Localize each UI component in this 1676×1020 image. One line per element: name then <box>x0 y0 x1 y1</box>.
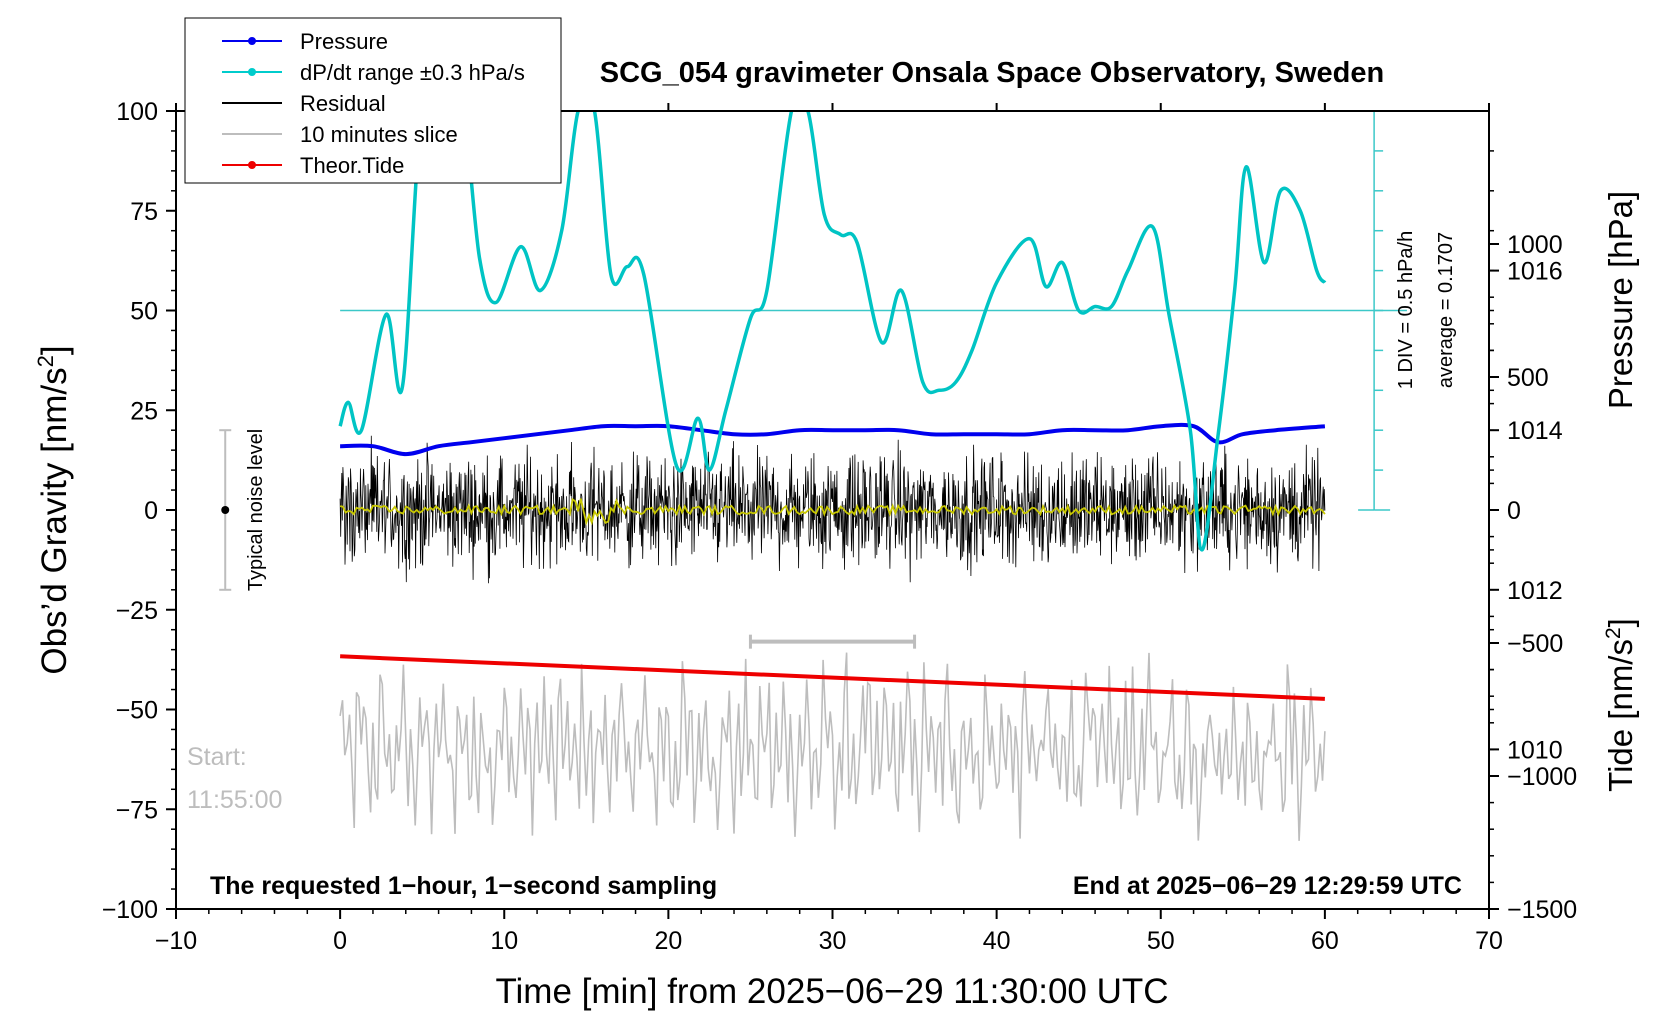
residual-series-line <box>339 435 1326 584</box>
legend: Pressure dP/dt range ±0.3 hPa/s Residual 10… <box>184 17 562 184</box>
pressure-div-label: 1 DIV = 0.5 hPa/h <box>1395 231 1417 389</box>
residual-smoothed-line <box>339 497 1326 526</box>
y-tick-label: −25 <box>116 597 158 625</box>
y-axis-label-left: Obs’d Gravity [nm/s2] <box>33 345 74 674</box>
x-tick-label: 50 <box>1147 927 1175 955</box>
pressure-axis-label: Pressure [hPa] <box>1602 191 1639 409</box>
tide-axis-label-sup: 2 <box>1602 627 1625 639</box>
tide-tick-label: 1000 <box>1507 231 1563 259</box>
legend-swatch-marker <box>248 161 256 169</box>
series-layer <box>338 111 1407 841</box>
y-tick-label: −50 <box>116 697 158 725</box>
pressure-series-line <box>340 422 1326 457</box>
y-axis-label-left-sup: 2 <box>33 355 58 367</box>
legend-swatch-marker <box>248 37 256 45</box>
end-time-note: End at 2025−06−29 12:29:59 UTC <box>1073 872 1462 900</box>
tide-tick-label: −1500 <box>1507 896 1577 924</box>
pressure-tick-label: 1016 <box>1507 258 1563 286</box>
tide-tick-label: 500 <box>1507 364 1549 392</box>
tide-series-line <box>340 654 1325 701</box>
chart-title: SCG_054 gravimeter Onsala Space Observat… <box>600 57 1384 89</box>
noise-level-label: Typical noise level <box>245 429 267 591</box>
pressure-tick-label: 1014 <box>1507 417 1563 445</box>
start-label-1: Start: <box>187 743 247 771</box>
y-axis-label-left-base: Obs’d Gravity [nm/s <box>35 367 74 674</box>
x-axis-label: Time [min] from 2025−06−29 11:30:00 UTC <box>495 972 1168 1011</box>
pressure-tick-label: 1010 <box>1507 736 1563 764</box>
pressure-tick-label: 1012 <box>1507 577 1563 605</box>
x-tick-label: 10 <box>490 927 518 955</box>
y-tick-label: 75 <box>130 198 158 226</box>
legend-label: Residual <box>300 91 386 116</box>
x-tick-label: 30 <box>819 927 847 955</box>
y-tick-label: 50 <box>130 298 158 326</box>
y-tick-label: 25 <box>130 397 158 425</box>
y-tick-label: −100 <box>102 896 158 924</box>
tide-axis-label-base: Tide [nm/s <box>1602 639 1639 792</box>
y-tick-label: −75 <box>116 796 158 824</box>
x-tick-label: 60 <box>1311 927 1339 955</box>
legend-box <box>184 17 562 184</box>
tide-tick-label: −500 <box>1507 630 1563 658</box>
y-tick-label: 100 <box>116 98 158 126</box>
sampling-note: The requested 1−hour, 1−second sampling <box>210 872 717 900</box>
start-label-2: 11:55:00 <box>187 786 282 814</box>
tide-axis-label: Tide [nm/s2] <box>1602 618 1639 792</box>
dpdt-series-line <box>338 111 1327 552</box>
legend-label: Pressure <box>300 29 388 54</box>
axes-layer: −10 0 10 20 30 40 50 60 70−100−75−50−25025507510… <box>102 98 1578 955</box>
average-label: average = 0.1707 <box>1435 232 1457 388</box>
slice-series-line <box>339 652 1326 841</box>
y-tick-label: 0 <box>144 497 158 525</box>
legend-label: Theor.Tide <box>300 153 404 178</box>
legend-label: 10 minutes slice <box>300 122 458 147</box>
tide-axis-label-end: ] <box>1602 618 1639 627</box>
x-tick-label: 20 <box>654 927 682 955</box>
x-tick-label: 70 <box>1475 927 1503 955</box>
tide-tick-label: 0 <box>1507 497 1521 525</box>
legend-swatch-marker <box>248 68 256 76</box>
legend-label: dP/dt range ±0.3 hPa/s <box>300 60 525 85</box>
y-axis-label-left-end: ] <box>35 345 74 355</box>
x-tick-label: 0 <box>333 927 347 955</box>
plot-frame <box>175 110 1490 910</box>
tide-tick-label: −1000 <box>1507 763 1577 791</box>
x-tick-label: −10 <box>155 927 197 955</box>
noise-level-dot <box>221 506 230 514</box>
x-tick-label: 40 <box>983 927 1011 955</box>
